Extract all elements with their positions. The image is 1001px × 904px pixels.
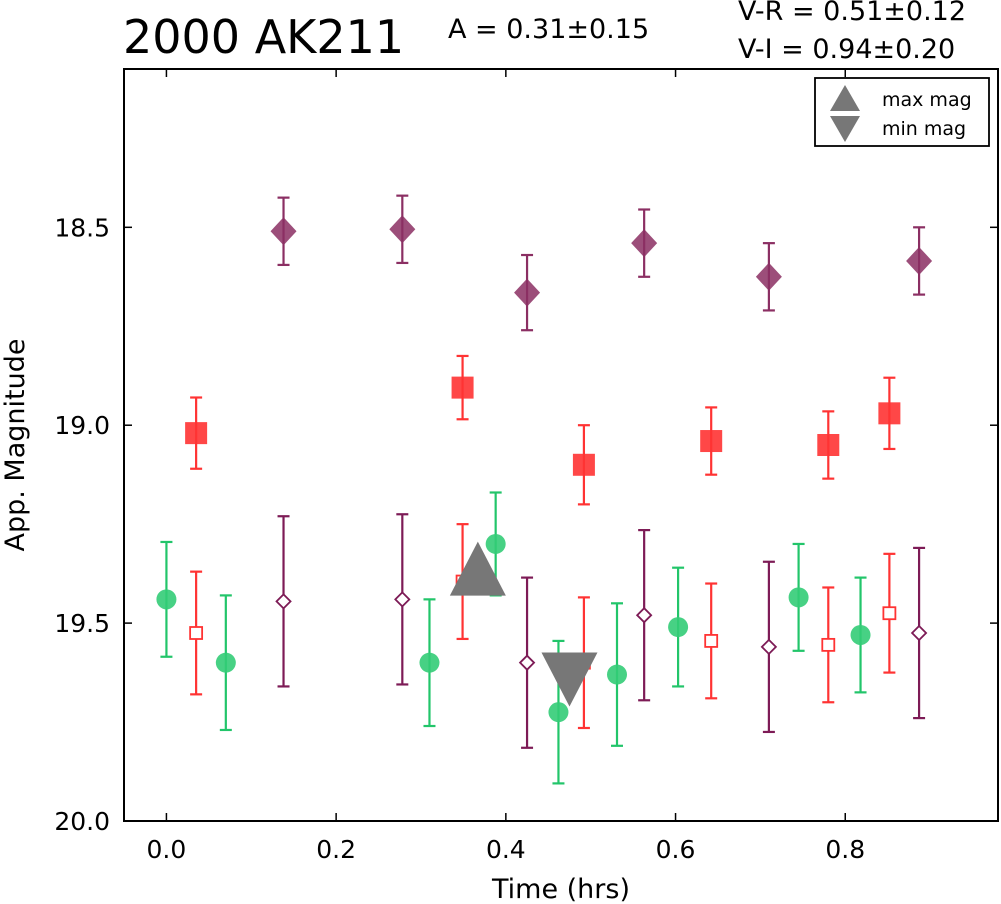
data-point: [607, 602, 628, 747]
open-diamond-marker: [910, 624, 928, 642]
data-point: [878, 376, 901, 451]
circle-marker: [548, 702, 569, 723]
circle-marker: [215, 652, 236, 673]
legend-label: min mag: [882, 118, 966, 140]
legend-triangle-down-icon: [830, 116, 860, 142]
circle-marker: [788, 587, 809, 608]
data-point: [275, 515, 292, 688]
x-axis-label: Time (hrs): [491, 874, 630, 904]
data-point: [394, 513, 411, 686]
data-point: [910, 546, 928, 720]
x-tick-label: 0.0: [147, 835, 187, 864]
data-point: [156, 540, 177, 658]
open-diamond-marker: [394, 591, 411, 608]
diamond-marker: [270, 217, 297, 246]
data-point: [572, 424, 595, 506]
open-diamond-marker: [275, 593, 292, 610]
data-point: [817, 410, 840, 480]
chart-title: 2000 AK211: [123, 10, 405, 64]
data-point: [850, 576, 871, 694]
circle-marker: [156, 589, 177, 610]
data-point: [668, 566, 689, 688]
data-point: [631, 208, 658, 278]
x-tick-label: 0.6: [656, 835, 696, 864]
data-point: [821, 586, 836, 704]
y-tick-label: 19.0: [54, 411, 110, 440]
legend: max mag min mag: [814, 77, 990, 147]
data-point: [189, 570, 204, 696]
square-marker: [700, 430, 723, 453]
triangle-down-marker: [541, 652, 598, 707]
legend-label: max mag: [882, 89, 972, 111]
data-point: [760, 560, 778, 734]
plot-frame: [123, 68, 999, 822]
data-point: [518, 576, 536, 749]
legend-triangle-up-icon: [830, 85, 860, 111]
extremum-point: [541, 652, 598, 707]
data-point: [755, 242, 782, 312]
open-diamond-marker: [760, 638, 778, 656]
open-square-marker: [704, 634, 719, 648]
open-square-marker: [189, 626, 204, 640]
diamond-marker: [514, 278, 541, 307]
square-marker: [878, 402, 901, 425]
open-square-marker: [821, 637, 836, 652]
axes: 0.0 0.2 0.4 0.6 0.8 18.5 19.0 19.5 20.0: [54, 69, 998, 864]
open-diamond-marker: [518, 654, 536, 671]
open-diamond-marker: [635, 606, 653, 624]
data-point: [882, 552, 897, 674]
data-marks: [156, 194, 933, 785]
data-point: [788, 542, 809, 652]
data-point: [215, 594, 236, 732]
triangle-up-marker: [449, 541, 506, 596]
circle-marker: [668, 617, 689, 638]
data-point: [514, 253, 541, 332]
square-marker: [572, 453, 595, 476]
data-point: [419, 598, 440, 728]
data-point: [700, 406, 723, 476]
diamond-marker: [755, 262, 782, 291]
circle-marker: [607, 664, 628, 685]
data-point: [389, 194, 416, 265]
color-index-vr-label: V-R = 0.51±0.12: [738, 0, 967, 27]
amplitude-label: A = 0.31±0.15: [448, 14, 650, 45]
data-point: [185, 396, 208, 470]
open-square-marker: [882, 606, 897, 621]
extremum-point: [449, 541, 506, 596]
circle-marker: [419, 652, 440, 673]
data-point: [704, 582, 719, 700]
data-point: [270, 196, 297, 267]
data-point: [451, 354, 474, 421]
y-tick-label: 18.5: [54, 213, 110, 242]
y-tick-label: 20.0: [54, 807, 110, 836]
square-marker: [185, 422, 208, 445]
data-point: [635, 528, 653, 702]
y-tick-label: 19.5: [54, 609, 110, 638]
circle-marker: [485, 533, 506, 554]
x-tick-label: 0.4: [486, 835, 526, 864]
square-marker: [817, 434, 840, 456]
x-tick-label: 0.2: [316, 835, 356, 864]
diamond-marker: [389, 215, 416, 244]
data-point: [906, 226, 933, 296]
circle-marker: [850, 624, 871, 645]
diamond-marker: [906, 246, 933, 275]
color-index-vi-label: V-I = 0.94±0.20: [738, 34, 956, 65]
diamond-marker: [631, 229, 658, 258]
y-axis-label: App. Magnitude: [0, 339, 31, 552]
x-tick-label: 0.8: [825, 835, 865, 864]
square-marker: [451, 376, 474, 399]
